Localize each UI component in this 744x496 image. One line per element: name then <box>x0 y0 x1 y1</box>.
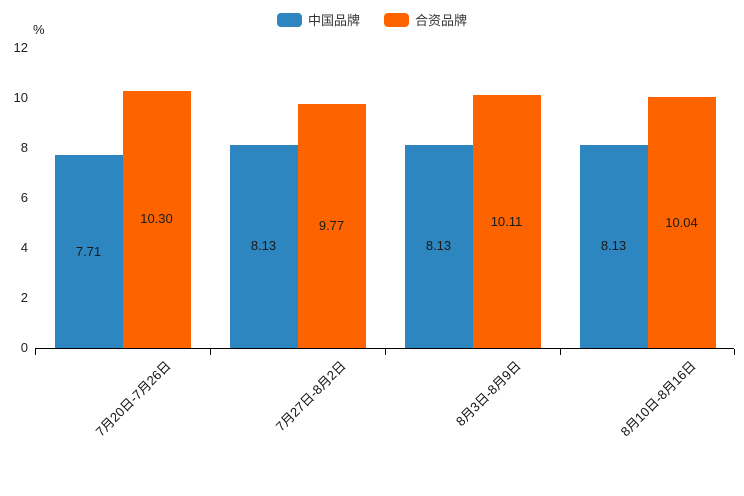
bar-value-label: 10.30 <box>140 211 173 227</box>
bar-value-label: 9.77 <box>318 217 345 233</box>
x-axis-category-label: 7月20日-7月26日 <box>92 358 174 440</box>
legend-label-joint-venture-brands: 合资品牌 <box>415 13 468 28</box>
bar-value-label: 7.71 <box>75 243 102 259</box>
x-axis-category-label: 8月10日-8月16日 <box>617 358 699 440</box>
x-axis-tick-mark <box>734 349 735 355</box>
bar-joint-venture-brands[interactable]: 10.11 <box>472 95 541 348</box>
bar-value-label: 10.04 <box>665 214 698 230</box>
y-axis-tick-label: 6 <box>20 190 28 205</box>
legend-label-china-brands: 中国品牌 <box>307 13 360 28</box>
bar-value-label: 8.13 <box>250 238 277 254</box>
bar-china-brands[interactable]: 8.13 <box>404 144 473 348</box>
x-axis-tick-mark <box>560 349 561 355</box>
y-axis-tick-label: 0 <box>20 340 28 355</box>
bar-china-brands[interactable]: 8.13 <box>579 144 648 348</box>
bar-joint-venture-brands[interactable]: 10.04 <box>647 97 716 348</box>
legend-swatch-joint-venture-icon <box>384 12 409 27</box>
y-axis-tick-label: 4 <box>20 240 28 255</box>
y-axis-tick-label: 10 <box>13 90 28 105</box>
bar-joint-venture-brands[interactable]: 10.30 <box>122 90 191 348</box>
x-axis-tick-mark <box>210 349 211 355</box>
bar-china-brands[interactable]: 7.71 <box>54 155 123 348</box>
x-axis-category-label: 8月3日-8月9日 <box>452 358 524 430</box>
bar-joint-venture-brands[interactable]: 9.77 <box>297 103 366 348</box>
bar-china-brands[interactable]: 8.13 <box>229 144 298 348</box>
legend: 中国品牌 合资品牌 <box>0 10 744 29</box>
y-axis-tick-label: 2 <box>20 290 28 305</box>
bar-value-label: 8.13 <box>425 238 452 254</box>
y-axis-tick-label: 12 <box>13 40 28 55</box>
y-axis-unit-label: % <box>33 22 45 37</box>
bar-value-label: 8.13 <box>600 238 627 254</box>
x-axis-tick-mark <box>385 349 386 355</box>
y-axis-tick-label: 8 <box>20 140 28 155</box>
x-axis-tick-mark <box>35 349 36 355</box>
legend-item-joint-venture-brands[interactable]: 合资品牌 <box>384 10 467 29</box>
legend-swatch-china-icon <box>276 12 302 27</box>
x-axis-category-label: 7月27日-8月2日 <box>272 358 349 435</box>
plot-area <box>35 48 734 349</box>
legend-item-china-brands[interactable]: 中国品牌 <box>276 10 360 29</box>
bar-value-label: 10.11 <box>490 213 523 229</box>
